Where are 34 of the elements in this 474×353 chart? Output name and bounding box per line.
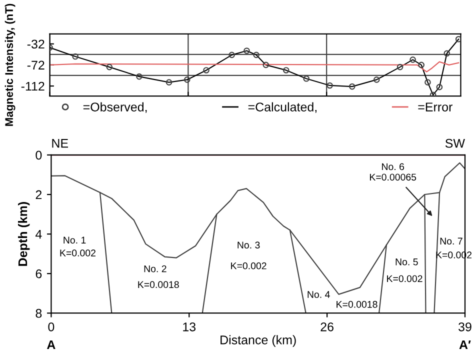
text: NE bbox=[52, 139, 68, 148]
text: A bbox=[46, 340, 56, 350]
annotation: K=0.0018 bbox=[138, 281, 179, 288]
legend-label: =Calculated, bbox=[248, 102, 316, 113]
annotation: No. 1 bbox=[64, 236, 86, 244]
y-tick-label: -112 bbox=[21, 82, 44, 91]
x-tick-label: 26 bbox=[320, 322, 334, 332]
annotation: K=0.002 bbox=[231, 262, 266, 270]
y-tick-label: -72 bbox=[27, 60, 44, 70]
text: SW bbox=[445, 138, 465, 148]
annotation: No. 3 bbox=[238, 242, 260, 249]
legend-label: =Error bbox=[418, 102, 452, 112]
x-tick-label: 0 bbox=[48, 322, 54, 332]
y-tick-label: 8 bbox=[36, 308, 42, 318]
annotation: No. 5 bbox=[396, 258, 418, 266]
annotation: No. 6 K=0.00065 bbox=[370, 163, 416, 181]
annotation: K=0.0018 bbox=[336, 300, 378, 308]
y-tick-label: 4 bbox=[36, 230, 42, 239]
legend-label: =Observed, bbox=[83, 102, 147, 113]
text: A′ bbox=[459, 340, 471, 350]
y-tick-label: -32 bbox=[27, 40, 44, 49]
y-tick-label: 2 bbox=[36, 190, 42, 200]
annotation: K=0.002 bbox=[60, 250, 96, 256]
x-tick-label: 39 bbox=[458, 322, 472, 332]
y-tick-label: 0 bbox=[36, 150, 42, 160]
y-tick-label: 6 bbox=[36, 269, 42, 278]
annotation: No. 7 bbox=[440, 238, 462, 245]
annotation: K=0.002 bbox=[387, 275, 422, 282]
y-axis-title: Depth (km) bbox=[18, 202, 30, 266]
y-axis-title: Magnetic Intensity, (nT) bbox=[4, 4, 16, 126]
x-tick-label: 13 bbox=[183, 322, 196, 332]
annotation: No. 4 bbox=[308, 291, 330, 298]
x-axis-title: Distance (km) bbox=[220, 335, 296, 347]
annotation: No. 2 bbox=[144, 265, 166, 272]
